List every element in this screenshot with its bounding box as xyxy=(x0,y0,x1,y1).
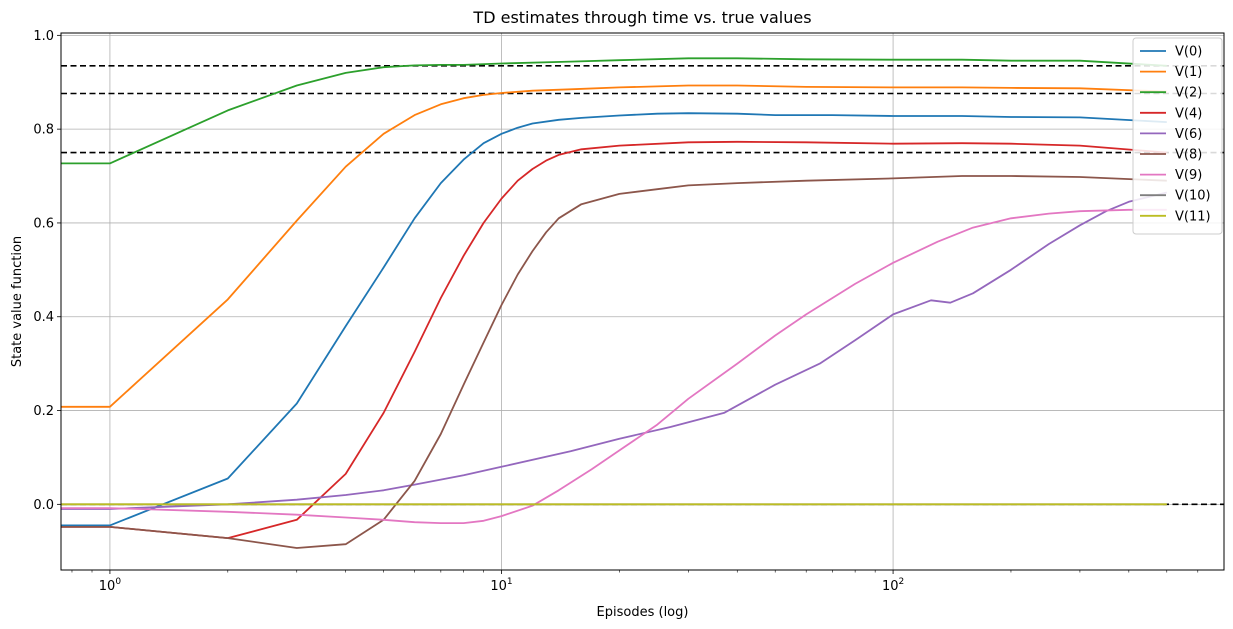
y-tick-label: 0.4 xyxy=(33,310,54,325)
y-tick-label: 0.6 xyxy=(33,216,54,231)
x-tick-label: 101 xyxy=(490,577,512,594)
legend-label: V(2) xyxy=(1175,86,1202,101)
legend-label: V(10) xyxy=(1175,189,1211,204)
series-lines xyxy=(61,57,1168,549)
y-axis-label: State value function xyxy=(10,236,25,367)
legend-label: V(0) xyxy=(1175,45,1202,60)
legend-label: V(11) xyxy=(1175,209,1211,224)
series-line-v6 xyxy=(61,191,1168,510)
legend: V(0) V(1) V(2) V(4) V(6) V(8) V(9) V(10) V(11) xyxy=(1132,37,1223,235)
legend-label: V(1) xyxy=(1175,65,1202,80)
x-tick-label: 102 xyxy=(882,577,904,594)
legend-label: V(9) xyxy=(1175,168,1202,183)
series-line-v8 xyxy=(61,175,1167,549)
x-tick-label: 100 xyxy=(99,577,122,594)
series-line-v0 xyxy=(61,112,1167,527)
series-line-v2 xyxy=(61,57,1167,165)
series-line-v9 xyxy=(61,208,1167,524)
series-line-v4 xyxy=(61,140,1167,539)
plot-frame xyxy=(60,32,1225,571)
legend-label: V(8) xyxy=(1175,148,1202,163)
y-tick-label: 0.2 xyxy=(33,404,54,419)
legend-label: V(6) xyxy=(1175,127,1202,142)
x-axis-label: Episodes (log) xyxy=(597,605,689,620)
chart-title: TD estimates through time vs. true value… xyxy=(472,8,811,27)
y-tick-label: 1.0 xyxy=(33,29,54,44)
legend-label: V(4) xyxy=(1175,106,1202,121)
axes: 0.0 0.2 0.4 0.6 0.8 1.0 100 101 102 xyxy=(33,29,1199,594)
series-line-v1 xyxy=(61,84,1167,408)
legend-box xyxy=(1132,37,1223,235)
y-tick-label: 0.0 xyxy=(33,498,54,513)
y-tick-label: 0.8 xyxy=(33,123,54,138)
